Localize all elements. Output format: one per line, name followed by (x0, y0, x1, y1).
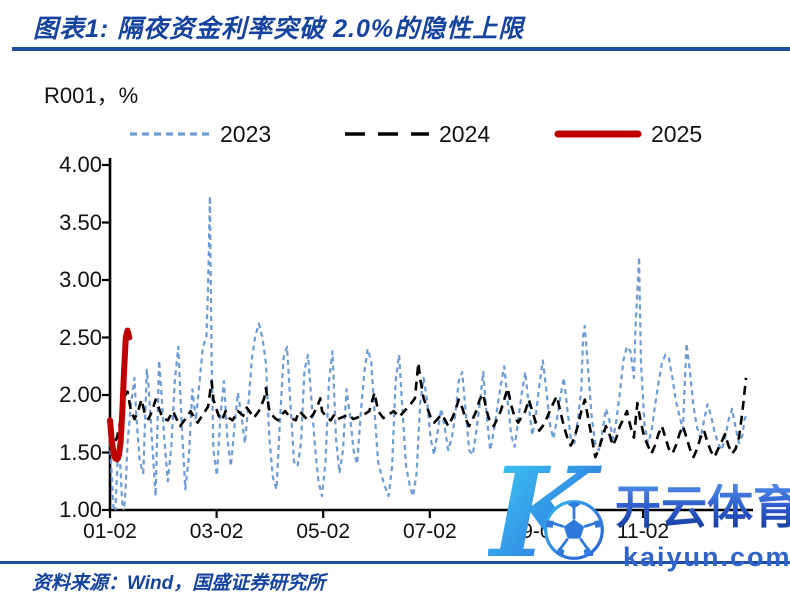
chart-title: 图表1: 隔夜资金利率突破 2.0%的隐性上限 (33, 15, 525, 43)
y-tick-label: 1.00 (59, 497, 102, 522)
chart-legend: 2023 2024 2025 (0, 119, 790, 149)
y-tick-label: 1.50 (59, 439, 102, 465)
y-tick-label: 3.00 (59, 267, 102, 292)
legend-label-2024: 2024 (439, 120, 491, 147)
y-axis-unit-label: R001，% (44, 83, 139, 108)
legend-item-2025: 2025 (553, 119, 702, 149)
kaiyun-watermark: K 开云体育 (480, 444, 790, 593)
x-tick-label: 05-02 (296, 520, 351, 543)
y-tick-label: 4.00 (59, 152, 102, 177)
kaiyun-brand-text: 开云体育 (615, 484, 790, 530)
kaiyun-domain-text: kaiyun.com (623, 542, 790, 572)
legend-label-2023: 2023 (220, 120, 272, 147)
legend-line-2025-icon (554, 130, 642, 138)
title-divider (12, 47, 790, 51)
x-tick-label: 03-02 (189, 520, 244, 543)
footer-divider (0, 561, 790, 564)
legend-line-2023-icon (130, 132, 210, 136)
legend-item-2023: 2023 (128, 119, 271, 149)
y-tick-label: 2.50 (59, 324, 102, 350)
y-tick-label: 3.50 (59, 209, 102, 235)
x-tick-label: 01-02 (83, 520, 137, 543)
source-note: 资料来源：Wind，国盛证券研究所 (32, 573, 326, 594)
legend-item-2024: 2024 (343, 119, 490, 149)
y-tick-label: 2.00 (59, 382, 102, 407)
soccer-ball-icon (544, 500, 604, 560)
legend-line-2024-icon (345, 132, 429, 136)
x-tick-label: 07-02 (402, 520, 457, 543)
legend-label-2025: 2025 (651, 120, 703, 147)
x-tick-label: 11-02 (616, 520, 670, 543)
